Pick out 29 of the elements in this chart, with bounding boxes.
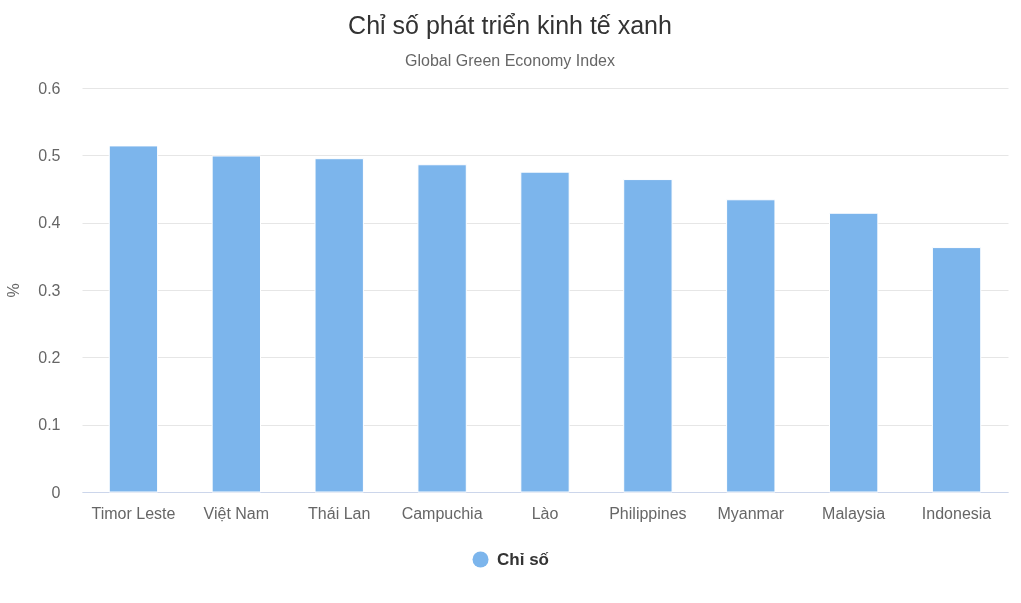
y-axis-title: % <box>5 283 23 298</box>
x-tick-label: Thái Lan <box>308 504 371 522</box>
chart-title: Chỉ số phát triển kinh tế xanh <box>348 11 672 39</box>
bar <box>828 212 879 493</box>
x-tick-label: Việt Nam <box>203 504 270 522</box>
bar <box>108 145 159 493</box>
bar <box>726 199 776 493</box>
y-tick-label: 0.5 <box>38 146 61 164</box>
y-tick-label: 0.6 <box>38 79 61 97</box>
x-tick-label: Malaysia <box>822 504 886 522</box>
x-tick-label: Myanmar <box>717 504 785 522</box>
x-tick-label: Philippines <box>609 504 687 522</box>
bar <box>931 247 982 493</box>
y-tick-label: 0.3 <box>38 281 61 299</box>
bar <box>314 158 364 493</box>
bar <box>520 171 570 493</box>
y-tick-label: 0.4 <box>38 214 61 232</box>
bar <box>623 179 673 493</box>
chart-subtitle: Global Green Economy Index <box>405 52 615 69</box>
y-tick-label: 0 <box>51 483 61 501</box>
legend-label: Chỉ số <box>497 549 549 569</box>
bar <box>211 155 262 493</box>
y-tick-label: 0.1 <box>38 416 61 434</box>
x-tick-label: Indonesia <box>921 504 992 522</box>
bar <box>417 164 467 493</box>
x-tick-label: Lào <box>531 504 559 522</box>
y-tick-label: 0.2 <box>38 348 61 366</box>
x-tick-label: Campuchia <box>401 504 483 522</box>
x-tick-label: Timor Leste <box>91 504 176 522</box>
